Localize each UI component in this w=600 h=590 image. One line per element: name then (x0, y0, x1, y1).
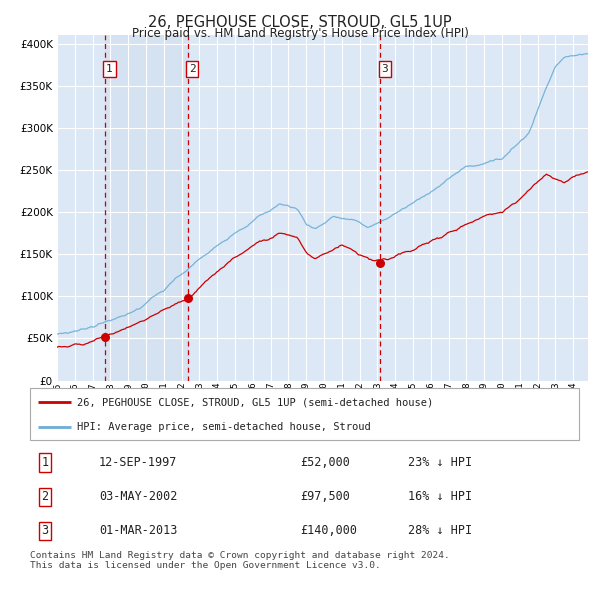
Text: 3: 3 (382, 64, 388, 74)
Text: 1: 1 (106, 64, 113, 74)
Text: 12-SEP-1997: 12-SEP-1997 (99, 456, 178, 469)
Text: 01-MAR-2013: 01-MAR-2013 (99, 525, 178, 537)
Text: £140,000: £140,000 (300, 525, 357, 537)
Text: Contains HM Land Registry data © Crown copyright and database right 2024.
This d: Contains HM Land Registry data © Crown c… (30, 551, 450, 571)
Text: 16% ↓ HPI: 16% ↓ HPI (408, 490, 472, 503)
Text: 3: 3 (41, 525, 49, 537)
Text: Price paid vs. HM Land Registry's House Price Index (HPI): Price paid vs. HM Land Registry's House … (131, 27, 469, 40)
Text: HPI: Average price, semi-detached house, Stroud: HPI: Average price, semi-detached house,… (77, 422, 370, 431)
Text: £97,500: £97,500 (300, 490, 350, 503)
Text: 23% ↓ HPI: 23% ↓ HPI (408, 456, 472, 469)
Text: 2: 2 (41, 490, 49, 503)
Text: 26, PEGHOUSE CLOSE, STROUD, GL5 1UP: 26, PEGHOUSE CLOSE, STROUD, GL5 1UP (148, 15, 452, 30)
Text: 03-MAY-2002: 03-MAY-2002 (99, 490, 178, 503)
Text: 26, PEGHOUSE CLOSE, STROUD, GL5 1UP (semi-detached house): 26, PEGHOUSE CLOSE, STROUD, GL5 1UP (sem… (77, 397, 433, 407)
Text: 2: 2 (189, 64, 196, 74)
Text: 1: 1 (41, 456, 49, 469)
Text: 28% ↓ HPI: 28% ↓ HPI (408, 525, 472, 537)
Bar (105, 35, 188, 381)
Text: £52,000: £52,000 (300, 456, 350, 469)
